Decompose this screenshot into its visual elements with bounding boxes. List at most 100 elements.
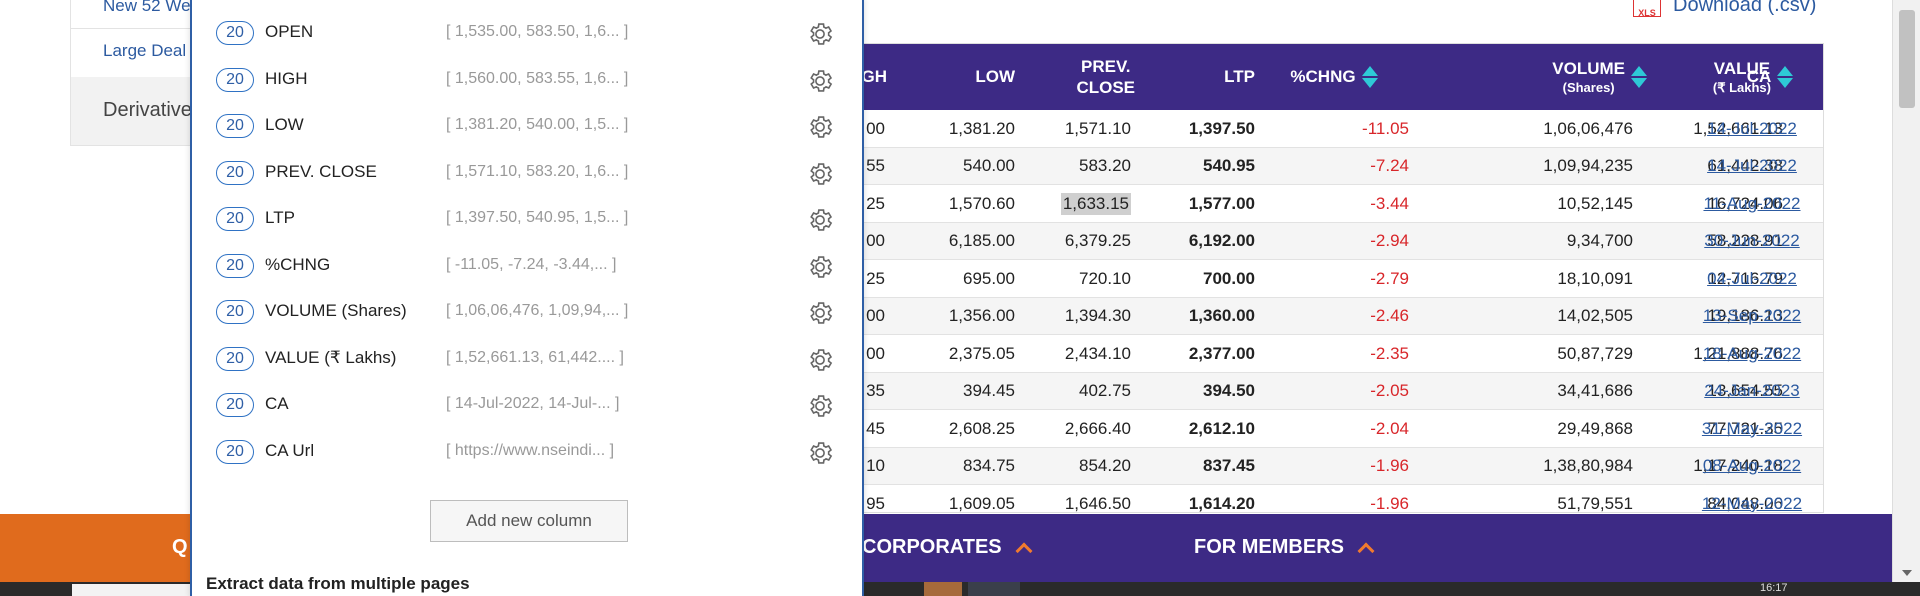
- header-ltp[interactable]: LTP: [1224, 67, 1255, 87]
- cell-prev-close: 1,646.50: [1064, 493, 1131, 513]
- cell-ca-link[interactable]: 14-Jul-2022: [1707, 118, 1797, 138]
- cell-ca-link[interactable]: 18-Aug-2022: [1702, 343, 1802, 363]
- taskbar-app[interactable]: [968, 582, 1020, 596]
- gear-icon[interactable]: [806, 113, 834, 141]
- cell-ca-link[interactable]: 14-Jul-2022: [1707, 156, 1797, 175]
- column-count-badge: 20: [216, 253, 254, 278]
- nav-divider: [71, 28, 199, 29]
- cell-pchng: -2.04: [1370, 418, 1409, 438]
- header-high[interactable]: GH: [861, 67, 888, 87]
- cell-low: 1,570.60: [948, 193, 1015, 213]
- header-low[interactable]: LOW: [975, 67, 1015, 87]
- nav-section-derivatives[interactable]: Derivative: [71, 77, 199, 145]
- column-name[interactable]: CA: [265, 394, 289, 413]
- nav-link-large-deals[interactable]: Large Deal: [103, 41, 187, 60]
- column-name[interactable]: CA Url: [265, 440, 315, 460]
- cell-ca-link[interactable]: 12-May-2022: [1701, 493, 1803, 513]
- cell-ltp: 2,377.00: [1188, 343, 1255, 363]
- column-count-badge: 20: [216, 114, 254, 138]
- page-scrollbar[interactable]: [1892, 0, 1920, 582]
- chevron-up-icon: [1015, 542, 1033, 559]
- cell-pchng: -2.05: [1370, 381, 1409, 400]
- cell-low: 6,185.00: [948, 231, 1015, 250]
- multi-pages-title: Extract data from multiple pages: [206, 574, 470, 593]
- stock-table: GH LOW PREV. CLOSE LTP %CHNG VOLUME (Share…: [858, 43, 1824, 513]
- cell-ltp: 2,612.10: [1188, 418, 1255, 438]
- gear-icon[interactable]: [806, 67, 834, 95]
- taskbar-app[interactable]: [924, 582, 962, 596]
- footer-nav-item[interactable]: Q: [172, 536, 188, 558]
- cell-ca-link[interactable]: 13-Sep-2022: [1702, 306, 1802, 325]
- column-preview: [ 1,52,661.13, 61,442.... ]: [446, 348, 624, 366]
- table-row: 00 1,381.20 1,571.10 1,397.50 -11.05 1,06,06,…: [859, 110, 1823, 148]
- cell-ltp: 837.45: [1203, 456, 1255, 475]
- footer-nav-corporates[interactable]: CORPORATES: [862, 536, 1033, 559]
- gear-icon[interactable]: [806, 160, 834, 188]
- column-name[interactable]: HIGH: [265, 68, 308, 88]
- cell-ca-link[interactable]: 24-Jan-2023: [1704, 381, 1800, 400]
- column-name[interactable]: LOW: [265, 115, 304, 134]
- cell-ca-link[interactable]: 08-Aug-2022: [1702, 456, 1802, 475]
- column-name[interactable]: PREV. CLOSE: [265, 161, 377, 181]
- column-count-badge: 20: [216, 346, 254, 371]
- gear-icon[interactable]: [806, 253, 834, 281]
- download-csv-link[interactable]: XLS Download (.csv): [1633, 0, 1816, 18]
- cell-ca-link[interactable]: 04-Jul-2022: [1707, 268, 1797, 288]
- header-prev-close[interactable]: PREV. CLOSE: [1076, 56, 1135, 97]
- cell-ca-link[interactable]: 11-Aug-2022: [1703, 193, 1801, 213]
- cell-volume: 51,79,551: [1557, 493, 1633, 513]
- column-count-badge: 20: [216, 300, 254, 324]
- footer-nav-for-members[interactable]: FOR MEMBERS: [1194, 536, 1375, 559]
- cell-low: 2,608.25: [948, 418, 1015, 438]
- table-header: GH LOW PREV. CLOSE LTP %CHNG VOLUME (Share…: [859, 44, 1823, 110]
- cell-volume: 29,49,868: [1557, 418, 1633, 438]
- column-name[interactable]: %CHNG: [265, 254, 331, 274]
- sort-icon[interactable]: [1777, 66, 1793, 88]
- gear-icon[interactable]: [806, 206, 834, 234]
- gear-icon[interactable]: [806, 392, 834, 420]
- sort-icon[interactable]: [1361, 66, 1378, 88]
- table-row: 25 1,570.60 1,633.15 1,577.00 -3.44 10,52,145…: [859, 185, 1823, 223]
- cell-value: 1,52,661.13: [1693, 118, 1783, 138]
- cell-prev-close: 2,434.10: [1064, 343, 1131, 363]
- gear-icon[interactable]: [806, 439, 834, 467]
- cell-volume: 18,10,091: [1557, 268, 1633, 288]
- gear-icon[interactable]: [806, 20, 834, 48]
- scrollbar-thumb[interactable]: [1899, 10, 1915, 108]
- column-name[interactable]: VALUE (₹ Lakhs): [265, 347, 397, 367]
- nav-link-new-52-week[interactable]: New 52 We: [103, 0, 191, 15]
- column-preview: [ 1,06,06,476, 1,09,94,... ]: [446, 302, 629, 319]
- column-name[interactable]: LTP: [265, 208, 295, 227]
- cell-low: 2,375.05: [948, 343, 1015, 363]
- header-volume[interactable]: VOLUME (Shares): [1413, 44, 1647, 110]
- column-preview: [ https://www.nseindi... ]: [446, 441, 615, 459]
- cell-value: 84,048.06: [1707, 493, 1783, 513]
- cell-prev-close: 583.20: [1079, 156, 1131, 175]
- nav-section-label: Derivative: [103, 99, 192, 121]
- cell-prev-close: 1,633.15: [1060, 192, 1131, 215]
- gear-icon[interactable]: [806, 346, 834, 374]
- cell-ca-link[interactable]: 30-Jun-2022: [1704, 231, 1800, 250]
- scroll-down-icon[interactable]: [1902, 570, 1912, 576]
- header-pchng[interactable]: %CHNG: [1263, 44, 1405, 110]
- sort-icon[interactable]: [1631, 66, 1647, 88]
- cell-value: 13,654.55: [1707, 381, 1783, 400]
- table-row: 95 1,609.05 1,646.50 1,614.20 -1.96 51,79,551…: [859, 485, 1823, 513]
- cell-ca-link[interactable]: 31-May-2022: [1701, 418, 1803, 438]
- cell-value: 12,716.79: [1707, 268, 1783, 288]
- gear-icon[interactable]: [806, 299, 834, 327]
- add-new-column-button[interactable]: Add new column: [430, 500, 628, 542]
- header-value[interactable]: VALUE (₹ Lakhs): [1649, 44, 1793, 110]
- table-row: 45 2,608.25 2,666.40 2,612.10 -2.04 29,49,868…: [859, 410, 1823, 448]
- column-count-badge: 20: [216, 207, 254, 231]
- cell-volume: 1,09,94,235: [1543, 156, 1633, 175]
- column-count-badge: 20: [216, 439, 254, 464]
- column-preview: [ -11.05, -7.24, -3.44,... ]: [446, 255, 617, 273]
- cell-high: 45: [866, 418, 885, 438]
- column-row: 20 OPEN [ 1,535.00, 583.50, 1,6... ]: [192, 12, 862, 58]
- table-row: 00 2,375.05 2,434.10 2,377.00 -2.35 50,87,729…: [859, 335, 1823, 373]
- column-name[interactable]: VOLUME (Shares): [265, 301, 407, 320]
- header-ca[interactable]: CA: [1746, 67, 1772, 87]
- table-row: 25 695.00 720.10 700.00 -2.79 18,10,091 12,716…: [859, 260, 1823, 298]
- column-name[interactable]: OPEN: [265, 22, 314, 41]
